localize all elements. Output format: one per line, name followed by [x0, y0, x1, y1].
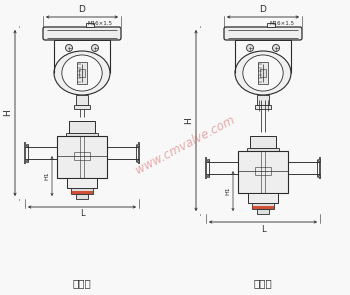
Bar: [250, 136, 276, 148]
Bar: [76, 194, 88, 199]
Bar: [260, 69, 266, 77]
Text: D: D: [78, 6, 85, 14]
Bar: [77, 62, 87, 84]
Text: M16×1.5: M16×1.5: [269, 21, 294, 26]
Bar: [267, 23, 275, 27]
Bar: [76, 95, 88, 105]
FancyBboxPatch shape: [43, 27, 121, 40]
Bar: [248, 193, 278, 203]
Bar: [255, 105, 271, 109]
Bar: [71, 188, 93, 194]
Text: D: D: [260, 6, 266, 14]
Bar: [257, 95, 269, 105]
Bar: [74, 105, 90, 109]
Circle shape: [91, 45, 98, 52]
Text: H1: H1: [225, 187, 231, 195]
Bar: [247, 148, 279, 151]
Text: H1: H1: [44, 172, 49, 180]
Bar: [86, 23, 94, 27]
Bar: [238, 151, 288, 193]
Ellipse shape: [54, 51, 110, 95]
Bar: [69, 121, 95, 133]
Bar: [71, 191, 93, 194]
Bar: [258, 62, 268, 84]
Bar: [66, 133, 98, 136]
Bar: [57, 136, 107, 178]
FancyBboxPatch shape: [224, 27, 302, 40]
Ellipse shape: [62, 55, 102, 91]
Text: H: H: [4, 110, 13, 116]
Bar: [257, 209, 269, 214]
Circle shape: [273, 45, 280, 52]
Bar: [67, 178, 97, 188]
Circle shape: [246, 45, 253, 52]
Bar: [252, 203, 274, 209]
Bar: [252, 206, 274, 209]
Text: www.cmvalve.com: www.cmvalve.com: [133, 113, 237, 177]
Text: M16×1.5: M16×1.5: [88, 21, 113, 26]
Text: H: H: [184, 117, 194, 124]
Text: 中温型: 中温型: [254, 278, 272, 288]
Circle shape: [65, 45, 72, 52]
Ellipse shape: [243, 55, 283, 91]
Ellipse shape: [235, 51, 291, 95]
Text: L: L: [80, 209, 84, 219]
Text: 常温型: 常温型: [73, 278, 91, 288]
Text: L: L: [261, 224, 265, 234]
Bar: [79, 69, 85, 77]
